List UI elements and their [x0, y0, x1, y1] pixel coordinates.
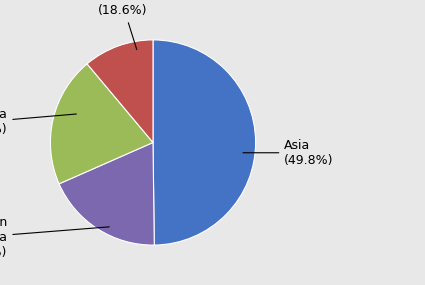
Text: Asia
(49.8%): Asia (49.8%): [243, 139, 334, 167]
Wedge shape: [59, 142, 154, 245]
Wedge shape: [153, 40, 255, 245]
Text: Europa non
comunitaria
(11.1%): Europa non comunitaria (11.1%): [0, 216, 109, 259]
Text: America
(18.6%): America (18.6%): [96, 0, 148, 50]
Wedge shape: [87, 40, 153, 142]
Text: Africa
(20.5%): Africa (20.5%): [0, 108, 76, 136]
Wedge shape: [51, 64, 153, 184]
